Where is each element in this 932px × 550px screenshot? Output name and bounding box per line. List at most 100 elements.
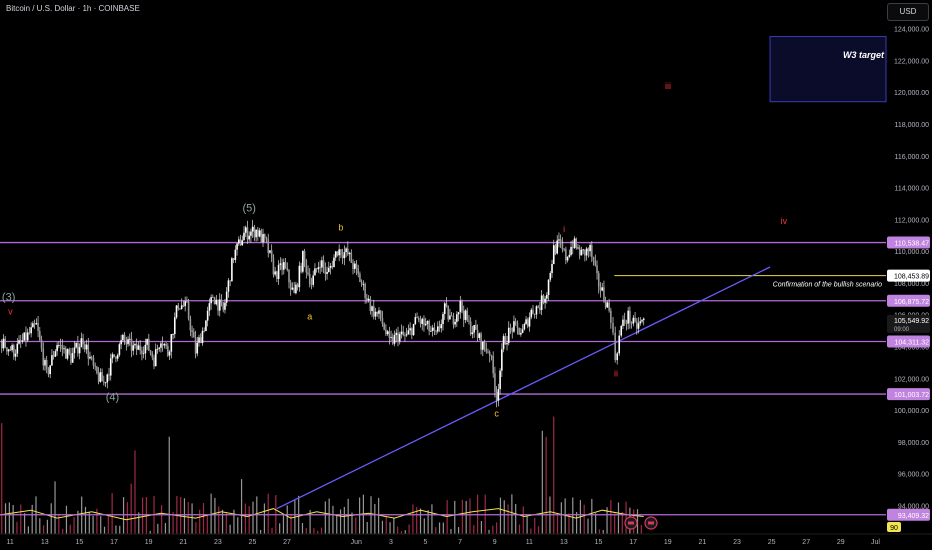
volume-bar — [621, 512, 623, 534]
volume-bar — [461, 499, 463, 534]
candle-body — [563, 249, 565, 250]
volume-bar — [328, 498, 330, 534]
volume-bar — [16, 521, 18, 534]
price-tick-label: 124,000.00 — [894, 27, 929, 34]
candle-body — [411, 328, 413, 336]
volume-bar — [343, 506, 345, 534]
volume-bar — [115, 525, 117, 534]
candle-body — [431, 327, 434, 331]
candle-body — [191, 330, 193, 333]
confirmation-label: Confirmation of the bullish scenario — [773, 282, 882, 289]
volume-bar — [20, 504, 22, 534]
volume-bar — [141, 497, 144, 534]
candle-body — [632, 317, 635, 324]
volume-bar — [180, 497, 182, 534]
volume-bar — [522, 506, 524, 534]
price-tick-label: 116,000.00 — [894, 154, 929, 161]
candle-body — [475, 325, 477, 330]
candle-body — [497, 389, 500, 401]
symbol-title[interactable]: Bitcoin / U.S. Dollar · 1h · COINBASE — [6, 4, 140, 13]
time-tick-label: 17 — [110, 539, 118, 546]
volume-bar — [480, 521, 483, 534]
candle-body — [577, 247, 579, 249]
candle-body — [357, 268, 360, 274]
candle-body — [96, 366, 98, 374]
candle-body — [520, 332, 522, 335]
candle-body — [589, 245, 591, 252]
volume-bar — [378, 497, 380, 534]
candle-body — [466, 310, 469, 321]
volume-bar — [515, 503, 517, 534]
candle-body — [255, 229, 257, 238]
candle-body — [430, 330, 432, 332]
candle-body — [161, 343, 164, 346]
candle-body — [566, 256, 569, 261]
volume-bar — [210, 493, 212, 534]
candle-body — [620, 325, 623, 336]
candle-body — [317, 267, 320, 270]
candle-body — [462, 310, 465, 320]
wave-label: i — [563, 224, 565, 234]
time-tick-label: 13 — [41, 539, 49, 546]
candle-body — [250, 231, 252, 236]
candle-body — [386, 331, 389, 335]
candle-body — [350, 252, 353, 263]
wave-label: iii — [665, 81, 671, 91]
candle-body — [476, 329, 479, 339]
candle-body — [59, 345, 62, 346]
candle-body — [582, 249, 584, 251]
price-tick-label: 110,000.00 — [894, 249, 929, 256]
candle-body — [561, 243, 564, 250]
candle-body — [37, 323, 39, 332]
candle-body — [33, 323, 36, 325]
candle-body — [21, 340, 24, 342]
candle-body — [248, 235, 250, 240]
candle-body — [625, 323, 628, 325]
volume-badge-bg — [887, 522, 901, 532]
candle-body — [421, 318, 424, 324]
candle-body — [549, 273, 552, 280]
candle-body — [23, 332, 26, 341]
currency-button[interactable]: USD — [887, 3, 929, 21]
candle-body — [109, 358, 112, 376]
candle-body — [571, 247, 574, 248]
candle-body — [412, 323, 415, 336]
volume-bar — [309, 509, 311, 534]
wave-label: v — [8, 307, 13, 317]
volume-bar — [286, 505, 288, 534]
time-tick-label: 15 — [76, 539, 84, 546]
candle-body — [416, 317, 418, 319]
time-tick-label: 21 — [179, 539, 187, 546]
candle-body — [400, 331, 403, 335]
candle-body — [71, 353, 74, 363]
time-tick-label: 11 — [7, 539, 14, 546]
candle-body — [597, 273, 600, 287]
price-tick-label: 96,000.00 — [898, 472, 929, 479]
volume-bar — [195, 522, 197, 534]
volume-bar — [317, 530, 319, 534]
candle-body — [490, 355, 493, 357]
current-price-countdown: 09:00 — [894, 327, 910, 333]
candle-body — [243, 232, 245, 241]
candle-body — [610, 310, 612, 323]
candle-body — [156, 348, 159, 350]
target-box — [769, 36, 887, 103]
volume-bar — [397, 526, 399, 534]
volume-bar — [541, 430, 543, 534]
candle-body — [319, 267, 321, 268]
level-price-label: 104,311.32 — [894, 340, 929, 347]
volume-bar — [58, 514, 60, 534]
candle-body — [516, 322, 519, 328]
price-tick-label: 98,000.00 — [898, 440, 929, 447]
candle-body — [13, 345, 15, 357]
candle-body — [9, 349, 12, 351]
candle-body — [438, 326, 441, 329]
volume-bar — [252, 501, 254, 534]
candle-body — [523, 323, 526, 330]
candle-body — [464, 310, 467, 320]
candle-body — [229, 280, 231, 282]
volume-bar — [488, 529, 490, 534]
candle-body — [437, 326, 439, 332]
volume-bar — [636, 509, 639, 534]
